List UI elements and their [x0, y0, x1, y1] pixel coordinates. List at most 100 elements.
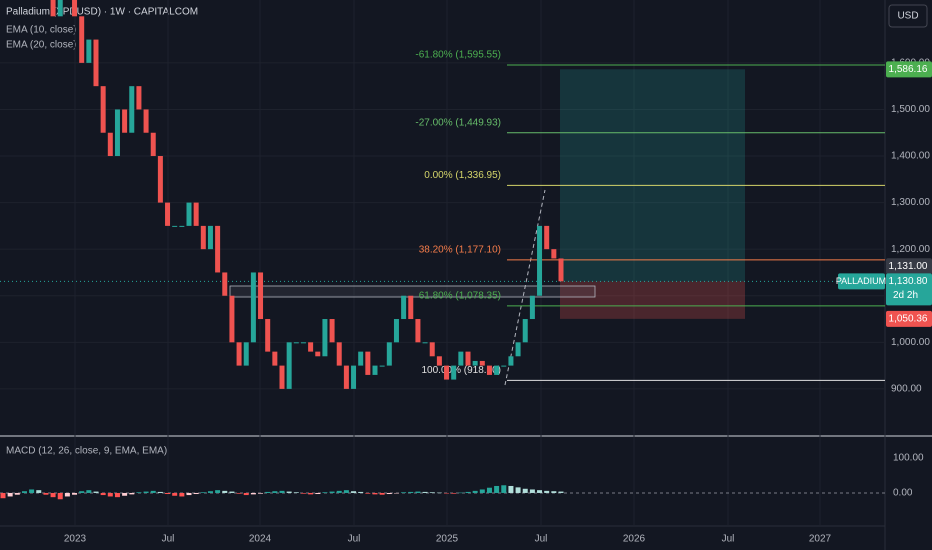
macd-bar: [379, 492, 385, 495]
candle: [165, 202, 171, 226]
y-tick-label: 900.00: [891, 384, 922, 395]
macd-bar: [393, 492, 399, 494]
candle: [215, 225, 221, 273]
x-tick-label: Jul: [348, 534, 361, 545]
currency[interactable]: USD: [897, 11, 918, 22]
macd-bar: [14, 492, 20, 495]
y-tick-label: 1,300.00: [891, 197, 930, 208]
candle: [179, 225, 185, 227]
candle: [529, 295, 535, 320]
x-tick-label: Jul: [535, 534, 548, 545]
candle: [365, 351, 371, 375]
y-tick-label: 1,400.00: [891, 151, 930, 162]
macd-bar: [36, 490, 42, 493]
candle: [508, 356, 514, 366]
candle: [200, 225, 206, 250]
stop-tag: [886, 310, 932, 327]
macd-bar: [0, 492, 6, 499]
candle: [272, 351, 278, 366]
loss-zone: [560, 281, 745, 319]
macd-bar: [21, 491, 27, 493]
candle: [329, 319, 335, 343]
macd-bar: [114, 492, 120, 498]
macd-bar: [300, 492, 306, 494]
candle: [429, 342, 435, 357]
candle: [258, 272, 264, 320]
candle: [172, 225, 178, 227]
macd-bar: [157, 491, 163, 493]
macd-bar: [386, 492, 392, 495]
last-price-tag: [886, 273, 932, 306]
x-tick-label: 2023: [64, 534, 87, 545]
macd-bar: [129, 492, 135, 495]
macd-bar: [515, 487, 521, 493]
macd-bar: [79, 491, 85, 493]
macd-bar: [236, 492, 242, 494]
candle: [157, 156, 163, 203]
fib-label: 100.00% (918.30): [421, 365, 501, 376]
macd-bar: [150, 490, 156, 493]
candle: [472, 360, 478, 366]
macd-tick-label: 0.00: [893, 488, 913, 499]
macd-bar: [43, 492, 49, 495]
macd-bar: [200, 492, 206, 493]
macd-bar: [143, 491, 149, 493]
candle: [293, 342, 299, 344]
candle: [150, 132, 156, 157]
candle: [408, 295, 414, 320]
macd-bar: [215, 490, 221, 493]
candle: [501, 365, 507, 367]
x-tick-label: 2027: [809, 534, 832, 545]
candle: [86, 39, 92, 63]
macd-bar: [165, 492, 171, 495]
candle: [451, 365, 457, 380]
macd-bar: [272, 491, 278, 493]
macd-bar: [401, 492, 407, 493]
fib-label: 61.80% (1,078.35): [419, 290, 501, 301]
candle: [343, 365, 349, 389]
macd-bar: [179, 492, 185, 497]
projection-line: [504, 189, 546, 386]
y-tick-label: 1,000.00: [891, 337, 930, 348]
candle: [229, 295, 235, 343]
stop-tag-label: 1,050.36: [889, 314, 928, 325]
candle: [494, 365, 500, 375]
fib-label: 0.00% (1,336.95): [424, 170, 501, 181]
macd-bar: [72, 492, 78, 495]
macd-bar: [279, 490, 285, 493]
macd-bar: [50, 492, 56, 498]
candle: [79, 16, 85, 63]
macd-bar: [258, 492, 264, 494]
indicator-label: EMA (20, close): [6, 40, 77, 51]
macd-bar: [465, 491, 471, 493]
indicator-label: EMA (10, close): [6, 25, 77, 36]
macd-bar: [422, 491, 428, 493]
macd-bar: [522, 488, 528, 493]
candle: [93, 39, 99, 87]
macd-tick-label: 100.00: [893, 453, 924, 464]
x-tick-label: Jul: [162, 534, 175, 545]
candle: [465, 351, 471, 366]
countdown: 2d 2h: [893, 290, 918, 301]
last-price-tag-label: 1,130.80: [889, 276, 928, 287]
candle: [379, 365, 385, 367]
macd-bar: [408, 491, 414, 493]
currency-button[interactable]: [888, 4, 928, 28]
macd-bar: [293, 492, 299, 493]
macd-bar: [229, 491, 235, 493]
candle: [222, 272, 228, 296]
macd-bar: [351, 491, 357, 493]
candle: [479, 360, 485, 366]
macd-bar: [436, 492, 442, 494]
macd-bar: [508, 485, 514, 493]
macd-bar: [86, 490, 92, 493]
macd-bar: [308, 492, 314, 495]
macd-bar: [193, 492, 199, 495]
macd-bar: [372, 492, 378, 495]
candle: [401, 295, 407, 320]
macd-bar: [186, 492, 192, 496]
candle: [250, 272, 256, 343]
macd-bar: [486, 487, 492, 493]
